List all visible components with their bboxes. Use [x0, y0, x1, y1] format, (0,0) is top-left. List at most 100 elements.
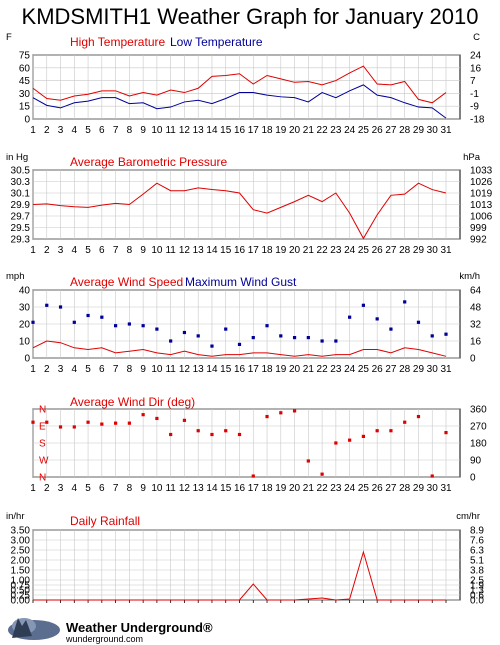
right-axis-label: 64 — [470, 286, 482, 297]
x-tick-label: 14 — [206, 483, 218, 494]
x-tick-label: 15 — [220, 483, 232, 494]
data-point — [265, 414, 269, 419]
brand-url[interactable]: wunderground.com — [66, 634, 144, 644]
mountain-icon — [12, 618, 32, 638]
x-tick-label: 25 — [358, 364, 370, 375]
x-tick-label: 1 — [30, 125, 36, 136]
x-tick-label: 26 — [372, 364, 384, 375]
x-tick-label: 8 — [127, 483, 133, 494]
x-tick-label: 5 — [85, 125, 91, 136]
x-tick-label: 24 — [344, 125, 356, 136]
y-tick-label: 2.00 — [11, 556, 31, 567]
data-point — [169, 339, 173, 343]
right-axis-label: 999 — [470, 223, 487, 234]
y-tick-label: 20 — [19, 320, 31, 331]
x-tick-label: 27 — [385, 245, 397, 256]
x-tick-label: 1 — [30, 483, 36, 494]
data-point — [403, 420, 407, 424]
x-tick-label: 17 — [248, 364, 260, 375]
x-tick-label: 21 — [303, 245, 315, 256]
x-tick-label: 16 — [234, 125, 246, 136]
right-axis-label: 0.0 — [470, 596, 484, 607]
right-axis-label: 7 — [470, 76, 476, 87]
x-tick-label: 11 — [165, 125, 176, 136]
data-point — [127, 322, 131, 326]
weather-underground-logo[interactable] — [4, 612, 254, 642]
brand-name: Weather Underground — [66, 620, 203, 635]
data-point — [403, 300, 407, 304]
x-tick-label: 27 — [385, 483, 397, 494]
data-point — [251, 336, 255, 340]
x-tick-label: 31 — [440, 245, 452, 256]
x-tick-label: 17 — [248, 125, 260, 136]
y-tick-label: 30 — [19, 89, 31, 100]
x-tick-label: 14 — [206, 364, 218, 375]
data-point — [375, 429, 379, 433]
x-tick-label: 13 — [193, 245, 205, 256]
data-point — [306, 336, 310, 340]
x-tick-label: 25 — [358, 125, 370, 136]
x-tick-label: 1 — [30, 245, 36, 256]
data-point — [292, 409, 297, 413]
right-axis-label: 270 — [470, 422, 487, 433]
x-tick-label: 12 — [179, 125, 191, 136]
data-point — [348, 438, 352, 442]
x-tick-label: 13 — [193, 364, 205, 375]
right-axis-label: 1033 — [470, 166, 493, 177]
x-tick-label: 31 — [440, 483, 452, 494]
right-axis-label: 16 — [470, 63, 482, 74]
compass-label: W — [39, 456, 49, 467]
x-tick-label: 16 — [234, 483, 246, 494]
y-tick-label: 0 — [24, 354, 30, 365]
y-tick-label: 3.00 — [11, 536, 31, 547]
compass-label: N — [39, 473, 46, 484]
x-tick-label: 8 — [127, 125, 133, 136]
x-tick-label: 29 — [413, 364, 425, 375]
y-tick-label: 40 — [19, 286, 31, 297]
x-tick-label: 9 — [140, 483, 146, 494]
x-tick-label: 30 — [427, 483, 439, 494]
data-point — [237, 342, 242, 346]
right-axis-label: 48 — [470, 303, 482, 314]
data-point — [444, 431, 448, 435]
compass-label: S — [39, 439, 46, 450]
y-tick-label: 1.00 — [11, 576, 31, 587]
chart-rain: 0.00 0.0 0.25 0.6 0.50 1.3 0.75 1.9 1.00 2.5 1.50 3… — [6, 511, 484, 607]
y-tick-label: 29.3 — [11, 235, 31, 246]
x-tick-label: 8 — [127, 364, 133, 375]
data-point — [100, 422, 104, 426]
x-tick-label: 2 — [44, 364, 50, 375]
x-tick-label: 4 — [72, 364, 78, 375]
y-tick-label: 60 — [19, 63, 31, 74]
y-tick-label: 29.7 — [11, 212, 31, 223]
right-unit-label: km/h — [459, 271, 480, 282]
left-unit-label: mph — [6, 271, 24, 282]
data-point — [292, 336, 297, 340]
x-tick-label: 9 — [140, 125, 146, 136]
x-tick-label: 13 — [193, 483, 205, 494]
compass-label: N — [39, 405, 46, 416]
x-tick-label: 22 — [317, 245, 329, 256]
compass-label: E — [39, 422, 46, 433]
legend-entry: Average Barometric Pressure — [70, 155, 228, 169]
data-point — [237, 432, 242, 437]
registered-mark: ® — [203, 620, 213, 635]
x-tick-label: 22 — [317, 364, 329, 375]
x-tick-label: 14 — [206, 245, 218, 256]
right-axis-label: 1026 — [470, 177, 493, 188]
data-point — [389, 327, 393, 331]
right-axis-label: -1 — [470, 89, 479, 100]
x-tick-label: 29 — [413, 483, 425, 494]
data-point — [361, 303, 365, 307]
x-tick-label: 15 — [220, 125, 232, 136]
legend-entry: Average Wind Speed — [70, 275, 183, 289]
y-tick-label: 30 — [19, 303, 31, 314]
x-tick-label: 5 — [85, 364, 91, 375]
x-tick-label: 10 — [151, 125, 163, 136]
x-tick-label: 7 — [113, 483, 119, 494]
data-point — [416, 320, 421, 324]
series-line — [33, 550, 446, 601]
x-tick-label: 2 — [44, 483, 50, 494]
x-tick-label: 16 — [234, 245, 246, 256]
